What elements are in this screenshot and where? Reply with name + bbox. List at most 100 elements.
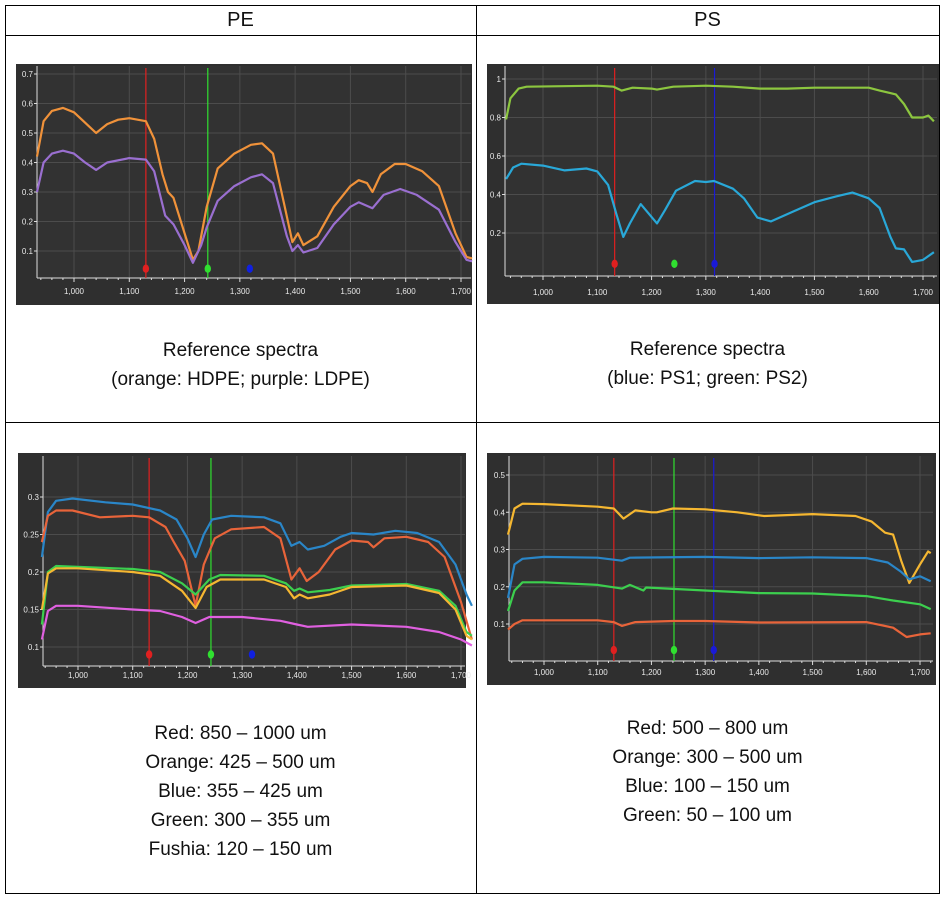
caption-line: Green: 300 – 355 um xyxy=(150,810,331,831)
x-tick-label: 1,300 xyxy=(232,671,253,680)
y-tick-label: 1 xyxy=(497,75,502,84)
x-tick-label: 1,000 xyxy=(64,287,85,296)
y-tick-label: 0.7 xyxy=(22,70,34,79)
y-tick-label: 0.1 xyxy=(22,247,34,256)
pe-sizes-chart: 1,000 1,100 1,200 1,300 1,400 1,500 1,600 1,700… xyxy=(18,453,473,688)
caption-line: Orange: 425 – 500 um xyxy=(145,752,336,773)
x-tick-label: 1,500 xyxy=(342,671,363,680)
y-tick-label: 0.6 xyxy=(490,152,502,161)
wavelength-marker-handle[interactable] xyxy=(671,259,678,268)
y-tick-label: 0.4 xyxy=(22,159,34,168)
wavelength-marker-handle[interactable] xyxy=(710,645,717,655)
pe-reference-caption: Reference spectra (orange: HDPE; purple:… xyxy=(5,336,476,394)
x-tick-label: 1,000 xyxy=(534,668,555,677)
series-ps2-line xyxy=(505,84,935,123)
y-tick-label: 0.3 xyxy=(22,188,34,197)
y-tick-label: 0.1 xyxy=(28,643,40,652)
x-tick-label: 1,400 xyxy=(750,288,771,297)
wavelength-marker-handle[interactable] xyxy=(145,650,153,659)
y-tick-label: 0.1 xyxy=(494,620,506,629)
y-tick-label: 0.2 xyxy=(28,568,40,577)
caption-line: Red: 500 – 800 um xyxy=(626,718,789,739)
x-tick-label: 1,600 xyxy=(396,671,417,680)
wavelength-marker-handle[interactable] xyxy=(207,650,215,659)
x-tick-label: 1,200 xyxy=(177,671,198,680)
wavelength-marker-handle[interactable] xyxy=(610,645,618,655)
ps-size-caption: Red: 500 – 800 um Orange: 300 – 500 um B… xyxy=(476,714,939,830)
wavelength-marker-handle[interactable] xyxy=(248,650,256,659)
series-ldpe-line xyxy=(35,149,473,264)
x-tick-label: 1,000 xyxy=(68,671,89,680)
caption-line: (orange: HDPE; purple: LDPE) xyxy=(111,369,370,390)
series-blue-line xyxy=(506,555,932,599)
y-tick-label: 0.5 xyxy=(22,129,34,138)
y-tick-label: 0.4 xyxy=(494,508,506,517)
pe-reference-chart: 1,000 1,100 1,200 1,300 1,400 1,500 1,600 1,700… xyxy=(16,64,473,305)
x-tick-label: 1,200 xyxy=(642,288,663,297)
caption-line: Red: 850 – 1000 um xyxy=(154,723,327,744)
x-tick-label: 1,200 xyxy=(641,668,662,677)
table-border-right xyxy=(939,5,940,894)
wavelength-marker-handle[interactable] xyxy=(204,264,211,273)
y-tick-label: 0.2 xyxy=(490,229,502,238)
series-green-line xyxy=(40,564,473,637)
column-header-ps: PS xyxy=(694,9,721,31)
wavelength-marker-handle[interactable] xyxy=(711,259,718,268)
pe-size-caption: Red: 850 – 1000 um Orange: 425 – 500 um … xyxy=(5,719,476,864)
series-ps1-line xyxy=(505,162,935,263)
series-green-line xyxy=(506,581,932,612)
x-tick-label: 1,500 xyxy=(803,668,824,677)
x-tick-label: 1,700 xyxy=(913,288,934,297)
y-tick-label: 0.4 xyxy=(490,191,502,200)
y-tick-label: 0.8 xyxy=(490,114,502,123)
x-tick-label: 1,400 xyxy=(285,287,306,296)
table-row-divider xyxy=(5,422,940,423)
x-tick-label: 1,600 xyxy=(856,668,877,677)
caption-line: Green: 50 – 100 um xyxy=(623,805,792,826)
y-tick-label: 0.15 xyxy=(23,606,39,615)
y-tick-label: 0.3 xyxy=(494,546,506,555)
series-blue-line xyxy=(40,497,473,607)
caption-line: Blue: 355 – 425 um xyxy=(158,781,323,802)
x-tick-label: 1,700 xyxy=(451,287,472,296)
table-border-left xyxy=(5,5,6,894)
x-tick-label: 1,600 xyxy=(396,287,417,296)
caption-line: Reference spectra xyxy=(629,339,786,360)
plot-area xyxy=(505,66,937,276)
series-fushia-line xyxy=(40,604,473,647)
y-tick-label: 0.6 xyxy=(22,100,34,109)
x-tick-label: 1,700 xyxy=(451,671,472,680)
x-tick-label: 1,600 xyxy=(859,288,880,297)
caption-line: (blue: PS1; green: PS2) xyxy=(607,368,808,389)
x-tick-label: 1,500 xyxy=(804,288,825,297)
plot-area xyxy=(37,66,471,278)
wavelength-marker-handle[interactable] xyxy=(611,259,618,268)
series-orange-line xyxy=(40,567,473,641)
x-tick-label: 1,700 xyxy=(910,668,931,677)
caption-line: Blue: 100 – 150 um xyxy=(625,776,790,797)
caption-line: Fushia: 120 – 150 um xyxy=(148,839,333,860)
x-tick-label: 1,500 xyxy=(340,287,361,296)
table-border-bottom xyxy=(5,893,940,894)
x-tick-label: 1,200 xyxy=(175,287,196,296)
ps-reference-caption: Reference spectra (blue: PS1; green: PS2… xyxy=(476,335,939,393)
x-tick-label: 1,100 xyxy=(119,287,140,296)
x-tick-label: 1,300 xyxy=(696,288,717,297)
x-tick-label: 1,300 xyxy=(230,287,251,296)
wavelength-marker-handle[interactable] xyxy=(246,264,254,273)
series-red-line xyxy=(507,619,931,639)
wavelength-marker-handle[interactable] xyxy=(670,645,678,655)
x-tick-label: 1,100 xyxy=(123,671,144,680)
x-tick-label: 1,000 xyxy=(533,288,554,297)
x-tick-label: 1,400 xyxy=(287,671,308,680)
wavelength-marker-handle[interactable] xyxy=(142,264,150,273)
caption-line: Reference spectra xyxy=(162,340,319,361)
series-hdpe-line xyxy=(35,106,473,261)
ps-sizes-chart: 1,000 1,100 1,200 1,300 1,400 1,500 1,600 1,700… xyxy=(487,453,936,685)
y-tick-label: 0.2 xyxy=(22,218,34,227)
column-header-pe: PE xyxy=(227,9,254,31)
y-tick-label: 0.5 xyxy=(494,471,506,480)
plot-area xyxy=(43,456,465,666)
caption-line: Orange: 300 – 500 um xyxy=(612,747,803,768)
